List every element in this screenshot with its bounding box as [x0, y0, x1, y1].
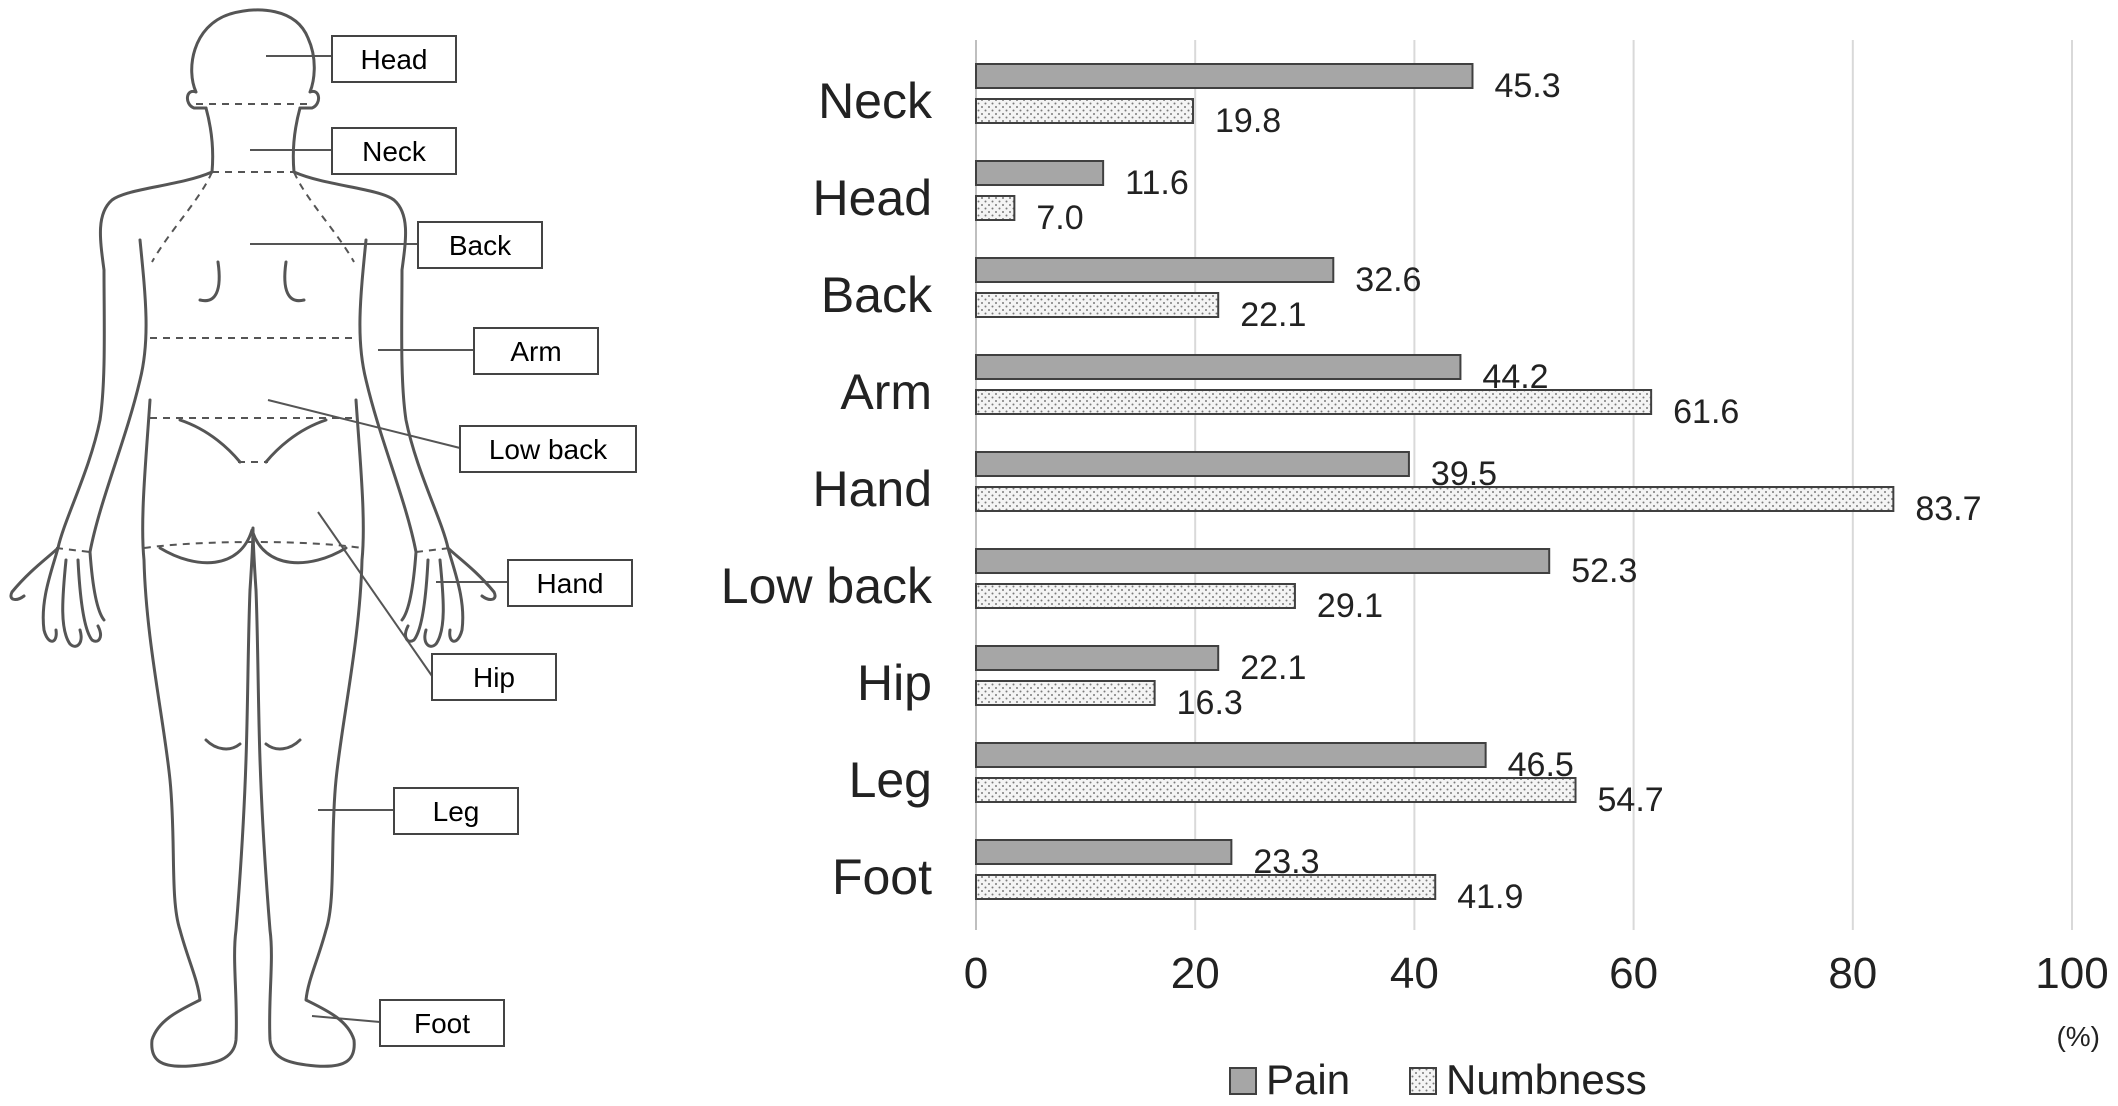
category-label: Arm — [840, 364, 932, 420]
value-label: 22.1 — [1240, 296, 1306, 334]
bar-numbness-hand — [975, 486, 1895, 512]
bar-pain-foot — [975, 839, 1233, 865]
head-outline — [186, 8, 320, 110]
bar-pain-neck — [975, 63, 1474, 89]
bar-numbness-arm — [975, 389, 1653, 415]
bar-chart: Neck Head Back Arm Hand Low back Hip Leg Foot 45… — [721, 40, 2109, 1103]
left-hand — [41, 546, 106, 648]
x-tick-label: 100 — [2035, 949, 2108, 998]
left-arm-inner — [88, 238, 148, 554]
value-label: 23.3 — [1253, 843, 1319, 881]
right-hand — [400, 546, 465, 648]
right-leg — [254, 398, 365, 1068]
value-label: 7.0 — [1036, 199, 1083, 237]
category-label: Hand — [812, 461, 932, 517]
label-neck: Neck — [362, 136, 427, 167]
bar-pain-arm — [975, 354, 1462, 380]
category-label: Hip — [857, 655, 932, 711]
value-label: 41.9 — [1457, 878, 1523, 916]
legend-swatch-numbness — [1409, 1067, 1437, 1095]
value-labels: 45.3 19.8 11.6 7.0 32.6 22.1 44.2 61.6 39.5 83.7 5… — [1036, 67, 1981, 916]
legend-label-pain: Pain — [1266, 1056, 1350, 1103]
value-label: 11.6 — [1125, 164, 1189, 202]
bar-numbness-low-back — [975, 583, 1296, 609]
x-tick-labels: 0 20 40 60 80 100 — [964, 949, 2109, 998]
value-label: 46.5 — [1508, 746, 1574, 784]
x-tick-label: 40 — [1390, 949, 1439, 998]
bar-pain-head — [975, 160, 1105, 186]
x-tick-label: 0 — [964, 949, 988, 998]
x-unit-label: (%) — [2056, 1021, 2100, 1052]
category-label: Low back — [721, 558, 933, 614]
left-scapula — [198, 260, 221, 303]
legend-swatch-pain — [1229, 1067, 1257, 1095]
left-leg — [141, 398, 252, 1068]
value-label: 32.6 — [1355, 261, 1421, 299]
bar-numbness-back — [975, 292, 1220, 318]
value-label: 22.1 — [1240, 649, 1306, 687]
bar-numbness-head — [975, 195, 1016, 221]
value-label: 45.3 — [1494, 67, 1560, 105]
label-hip: Hip — [473, 662, 515, 693]
label-head: Head — [361, 44, 428, 75]
category-labels: Neck Head Back Arm Hand Low back Hip Leg Foot — [721, 73, 933, 905]
value-label: 39.5 — [1431, 455, 1497, 493]
category-label: Back — [821, 267, 933, 323]
value-label: 29.1 — [1317, 587, 1383, 625]
x-tick-label: 80 — [1828, 949, 1877, 998]
value-label: 16.3 — [1177, 684, 1243, 722]
bar-pain-low-back — [975, 548, 1551, 574]
label-hand: Hand — [537, 568, 604, 599]
x-tick-label: 20 — [1171, 949, 1220, 998]
value-label: 54.7 — [1598, 781, 1664, 819]
value-label: 19.8 — [1215, 102, 1281, 140]
body-labels: Head Neck Back Arm Low back Hand Hip Leg… — [250, 35, 637, 1047]
bar-numbness-hip — [975, 680, 1156, 706]
bar-pain-leg — [975, 742, 1487, 768]
legend: Pain Numbness — [1229, 1056, 1647, 1103]
value-label: 83.7 — [1915, 490, 1981, 528]
legend-label-numbness: Numbness — [1446, 1056, 1647, 1103]
leg-split — [248, 526, 258, 592]
bar-pain-hand — [975, 451, 1410, 477]
category-label: Leg — [849, 752, 932, 808]
bar-numbness-foot — [975, 874, 1437, 900]
value-label: 44.2 — [1482, 358, 1548, 396]
category-label: Head — [812, 170, 932, 226]
bar-pain-back — [975, 257, 1335, 283]
category-label: Neck — [818, 73, 933, 129]
value-label: 52.3 — [1571, 552, 1637, 590]
label-back: Back — [449, 230, 512, 261]
label-low-back: Low back — [489, 434, 608, 465]
right-arm-inner — [358, 238, 418, 554]
knee-lines — [204, 738, 302, 751]
buttocks — [158, 528, 348, 565]
bar-numbness-neck — [975, 98, 1195, 124]
bar-pain-hip — [975, 645, 1220, 671]
label-leg: Leg — [433, 796, 480, 827]
x-tick-label: 60 — [1609, 949, 1658, 998]
value-label: 61.6 — [1673, 393, 1739, 431]
label-arm: Arm — [510, 336, 561, 367]
bar-numbness-leg — [975, 777, 1577, 803]
body-diagram — [9, 8, 497, 1068]
right-scapula — [283, 260, 306, 303]
neck-outline — [204, 106, 302, 174]
bars — [975, 63, 1895, 900]
lower-back-curve — [178, 418, 328, 464]
category-label: Foot — [832, 849, 932, 905]
label-foot: Foot — [414, 1008, 470, 1039]
